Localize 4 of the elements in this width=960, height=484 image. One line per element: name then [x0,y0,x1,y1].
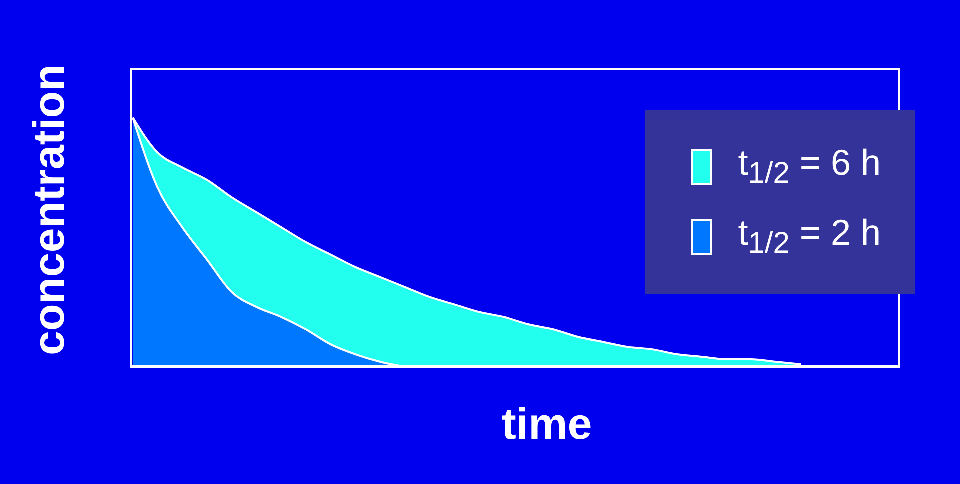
x-axis-title: time [502,400,592,450]
legend-label: t$_{1/2}$ = 6 h [738,142,881,192]
legend-label: t$_{1/2}$ = 2 h [738,212,881,262]
y-axis-title: concentration [25,64,75,356]
